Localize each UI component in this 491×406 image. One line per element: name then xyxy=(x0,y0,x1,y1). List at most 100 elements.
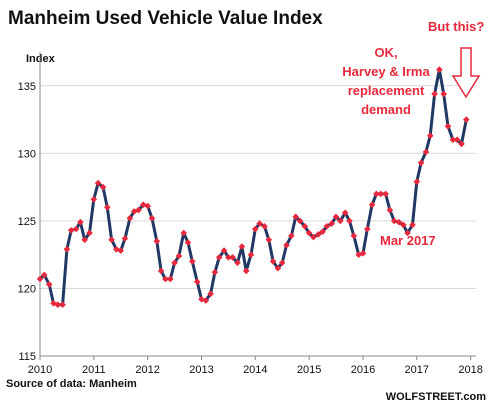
data-point xyxy=(315,231,322,238)
data-point xyxy=(458,140,465,148)
data-point xyxy=(444,123,452,130)
data-point xyxy=(400,221,407,229)
data-point xyxy=(140,201,147,208)
data-point xyxy=(296,217,304,225)
data-point xyxy=(67,227,75,234)
data-point xyxy=(153,237,161,245)
data-point xyxy=(355,251,362,258)
data-point xyxy=(436,66,443,73)
x-tick-label: 2015 xyxy=(297,364,321,376)
data-point xyxy=(130,208,138,215)
data-point xyxy=(108,236,115,244)
data-point xyxy=(54,301,62,308)
data-point xyxy=(395,218,403,226)
annotation-line-2: Harvey & Irma xyxy=(342,64,430,79)
y-tick-label: 120 xyxy=(18,283,36,295)
data-point xyxy=(242,267,250,275)
x-tick-label: 2018 xyxy=(458,364,482,376)
annotation-mar-2017: Mar 2017 xyxy=(380,233,436,248)
y-tick-label: 130 xyxy=(18,148,36,160)
x-tick-label: 2016 xyxy=(351,364,375,376)
data-point xyxy=(350,232,358,240)
down-arrow-icon xyxy=(451,47,481,99)
data-point xyxy=(162,275,169,283)
data-point xyxy=(252,225,259,233)
data-point xyxy=(305,229,313,237)
x-tick-label: 2010 xyxy=(28,364,52,376)
data-point xyxy=(332,213,340,221)
data-point xyxy=(440,90,447,98)
data-point xyxy=(261,223,268,230)
data-point xyxy=(319,228,326,235)
data-point xyxy=(36,275,44,283)
data-point xyxy=(426,132,434,140)
data-point xyxy=(86,229,93,237)
data-point xyxy=(211,268,219,276)
data-point xyxy=(256,220,263,227)
data-point xyxy=(104,204,111,211)
data-point xyxy=(202,297,210,304)
data-point xyxy=(265,236,273,244)
data-point xyxy=(288,232,295,240)
data-point xyxy=(225,254,232,261)
data-point xyxy=(404,229,411,237)
x-tick-label: 2012 xyxy=(135,364,159,376)
data-point xyxy=(229,254,236,261)
data-point xyxy=(198,296,205,303)
x-tick-label: 2017 xyxy=(405,364,429,376)
data-point xyxy=(274,264,282,272)
x-tick-label: 2014 xyxy=(243,364,267,376)
data-point xyxy=(59,301,66,308)
y-tick-label: 125 xyxy=(18,216,36,228)
data-point xyxy=(323,223,331,230)
data-point xyxy=(148,214,156,222)
data-point xyxy=(121,235,129,242)
data-point xyxy=(292,213,299,221)
axes xyxy=(39,52,476,360)
data-point xyxy=(189,258,196,265)
data-point xyxy=(171,259,178,267)
data-point xyxy=(377,190,384,198)
data-point xyxy=(117,247,124,254)
data-point xyxy=(417,159,425,167)
data-point xyxy=(90,196,98,203)
grid-lines xyxy=(40,85,476,289)
data-point xyxy=(175,252,183,260)
data-point xyxy=(72,225,80,233)
annotation-line-1: OK, xyxy=(374,45,397,60)
annotation-harvey-irma: OK, Harvey & Irma replacement demand xyxy=(342,45,430,117)
data-point xyxy=(126,214,134,222)
data-point xyxy=(278,259,286,267)
data-point xyxy=(382,190,389,198)
data-point xyxy=(431,90,438,98)
annotation-but-this: But this? xyxy=(428,19,484,34)
chart-title: Manheim Used Vehicle Value Index xyxy=(8,8,323,29)
data-point xyxy=(215,254,223,261)
data-point xyxy=(413,178,421,185)
brand-mark: WOLFSTREET.com xyxy=(386,391,486,403)
data-point xyxy=(422,148,430,156)
data-point xyxy=(45,281,53,288)
data-point xyxy=(180,229,187,237)
data-point xyxy=(359,250,367,257)
source-note: Source of data: Manheim xyxy=(6,378,137,390)
data-point xyxy=(283,241,290,249)
data-point xyxy=(77,218,84,226)
y-axis-label: Index xyxy=(26,53,56,65)
data-point xyxy=(193,278,201,285)
data-point xyxy=(94,179,102,187)
data-point xyxy=(453,136,461,144)
data-point xyxy=(341,209,349,217)
data-point xyxy=(373,190,380,198)
data-point xyxy=(301,223,309,230)
data-point xyxy=(113,246,120,253)
data-point xyxy=(247,251,255,258)
data-point xyxy=(390,217,398,225)
data-point xyxy=(269,258,277,265)
y-tick-label: 115 xyxy=(18,351,36,363)
data-point xyxy=(41,271,48,279)
data-point xyxy=(184,239,192,246)
data-point xyxy=(207,290,214,298)
